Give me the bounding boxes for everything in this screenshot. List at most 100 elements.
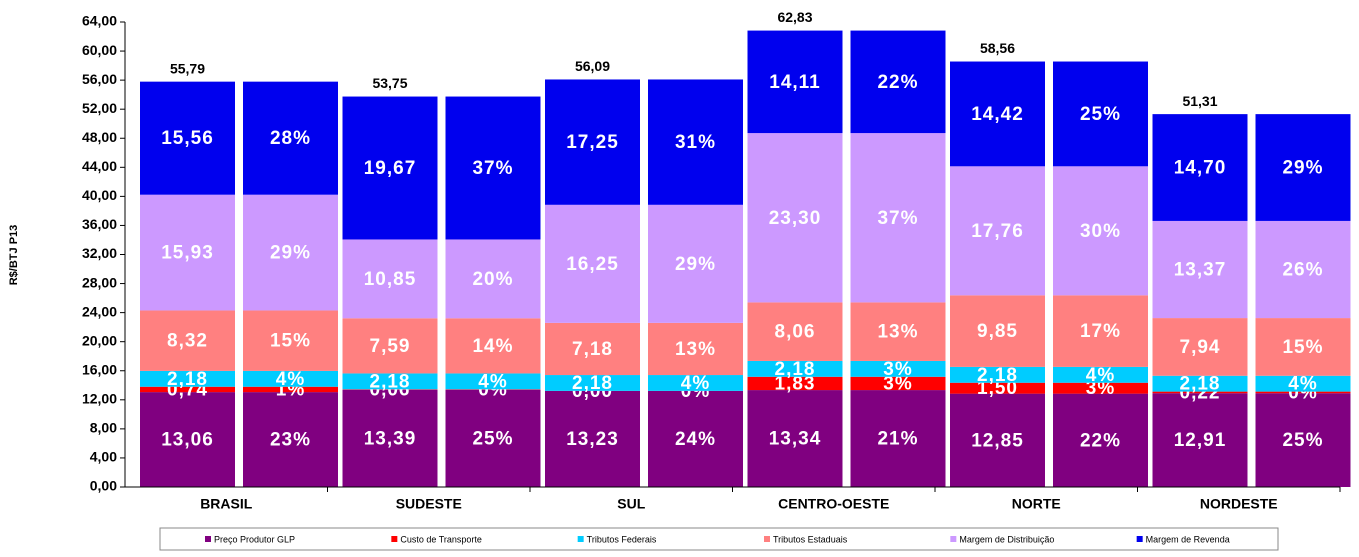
legend-label: Tributos Federais xyxy=(587,534,657,544)
y-tick-label: 36,00 xyxy=(82,216,117,232)
share-label: 25% xyxy=(1282,430,1323,451)
share-label: 15% xyxy=(270,331,311,352)
y-tick-label: 48,00 xyxy=(82,129,117,145)
total-label: 53,75 xyxy=(372,75,407,91)
value-label: 16,25 xyxy=(566,254,619,275)
y-tick-label: 12,00 xyxy=(82,391,117,407)
y-axis-label: R$/BTJ P13 xyxy=(8,225,20,286)
share-label: 29% xyxy=(270,243,311,264)
value-label: 14,70 xyxy=(1174,158,1227,179)
share-label: 29% xyxy=(675,254,716,275)
share-label: 25% xyxy=(472,428,513,449)
share-label: 17% xyxy=(1080,321,1121,342)
x-tick-label: SUDESTE xyxy=(396,496,462,512)
y-tick-label: 60,00 xyxy=(82,42,117,58)
y-tick-label: 20,00 xyxy=(82,332,117,348)
value-label: 9,85 xyxy=(977,321,1018,342)
share-label: 3% xyxy=(883,359,912,380)
share-label: 15% xyxy=(1282,337,1323,358)
x-tick-label: NORTE xyxy=(1012,496,1061,512)
share-label: 4% xyxy=(478,371,507,392)
share-label: 26% xyxy=(1282,260,1323,281)
share-label: 30% xyxy=(1080,221,1121,242)
value-label: 2,18 xyxy=(167,369,208,390)
value-label: 13,39 xyxy=(364,428,417,449)
x-tick-label: SUL xyxy=(617,496,645,512)
legend-swatch xyxy=(391,536,397,542)
share-label: 25% xyxy=(1080,104,1121,125)
value-label: 2,18 xyxy=(977,365,1018,386)
value-label: 2,18 xyxy=(572,373,613,394)
share-label: 37% xyxy=(472,158,513,179)
share-label: 23% xyxy=(270,430,311,451)
y-tick-label: 44,00 xyxy=(82,158,117,174)
value-label: 2,18 xyxy=(1180,374,1221,395)
y-tick-label: 4,00 xyxy=(90,449,117,465)
value-label: 2,18 xyxy=(370,371,411,392)
y-tick-label: 28,00 xyxy=(82,274,117,290)
y-tick-label: 0,00 xyxy=(90,478,117,494)
share-label: 22% xyxy=(877,72,918,93)
x-tick-label: NORDESTE xyxy=(1200,496,1278,512)
share-label: 31% xyxy=(675,132,716,153)
y-tick-label: 8,00 xyxy=(90,420,117,436)
value-label: 14,11 xyxy=(769,72,821,93)
value-label: 2,18 xyxy=(775,359,816,380)
value-label: 14,42 xyxy=(971,104,1024,125)
legend-label: Margem de Revenda xyxy=(1146,534,1230,544)
share-label: 29% xyxy=(1282,158,1323,179)
total-label: 58,56 xyxy=(980,40,1015,56)
value-label: 13,34 xyxy=(769,429,822,450)
y-tick-label: 24,00 xyxy=(82,303,117,319)
total-label: 51,31 xyxy=(1182,93,1217,109)
legend-box xyxy=(160,528,1278,550)
y-tick-label: 64,00 xyxy=(82,13,117,29)
legend-label: Preço Produtor GLP xyxy=(214,534,295,544)
x-tick-label: CENTRO-OESTE xyxy=(778,496,889,512)
total-label: 62,83 xyxy=(777,9,812,25)
legend-swatch xyxy=(578,536,584,542)
share-label: 20% xyxy=(472,269,513,290)
share-label: 21% xyxy=(877,429,918,450)
value-label: 15,93 xyxy=(161,243,214,264)
legend-swatch xyxy=(1137,536,1143,542)
value-label: 7,59 xyxy=(370,336,411,357)
legend-swatch xyxy=(764,536,770,542)
value-label: 10,85 xyxy=(364,269,417,290)
y-tick-label: 32,00 xyxy=(82,245,117,261)
value-label: 8,32 xyxy=(167,331,208,352)
share-label: 37% xyxy=(877,208,918,229)
y-tick-label: 52,00 xyxy=(82,100,117,116)
share-label: 13% xyxy=(877,322,918,343)
share-label: 4% xyxy=(681,373,710,394)
legend-swatch xyxy=(205,536,211,542)
legend-label: Custo de Transporte xyxy=(400,534,482,544)
x-tick-label: BRASIL xyxy=(200,496,253,512)
y-tick-label: 40,00 xyxy=(82,187,117,203)
share-label: 13% xyxy=(675,339,716,360)
share-label: 4% xyxy=(276,369,305,390)
total-label: 55,79 xyxy=(170,60,205,76)
value-label: 17,76 xyxy=(971,221,1024,242)
legend-label: Margem de Distribuição xyxy=(959,534,1054,544)
value-label: 17,25 xyxy=(566,132,619,153)
share-label: 22% xyxy=(1080,430,1121,451)
total-label: 56,09 xyxy=(575,58,610,74)
value-label: 13,23 xyxy=(566,429,619,450)
y-tick-label: 56,00 xyxy=(82,71,117,87)
share-label: 4% xyxy=(1288,374,1317,395)
value-label: 13,37 xyxy=(1174,260,1227,281)
value-label: 12,91 xyxy=(1174,430,1227,451)
legend-label: Tributos Estaduais xyxy=(773,534,848,544)
value-label: 23,30 xyxy=(769,208,822,229)
share-label: 14% xyxy=(472,336,513,357)
value-label: 7,18 xyxy=(572,339,613,360)
value-label: 19,67 xyxy=(364,158,417,179)
value-label: 8,06 xyxy=(775,322,816,343)
value-label: 7,94 xyxy=(1180,337,1221,358)
value-label: 12,85 xyxy=(971,430,1024,451)
value-label: 13,06 xyxy=(161,430,214,451)
share-label: 4% xyxy=(1086,365,1115,386)
y-tick-label: 16,00 xyxy=(82,361,117,377)
